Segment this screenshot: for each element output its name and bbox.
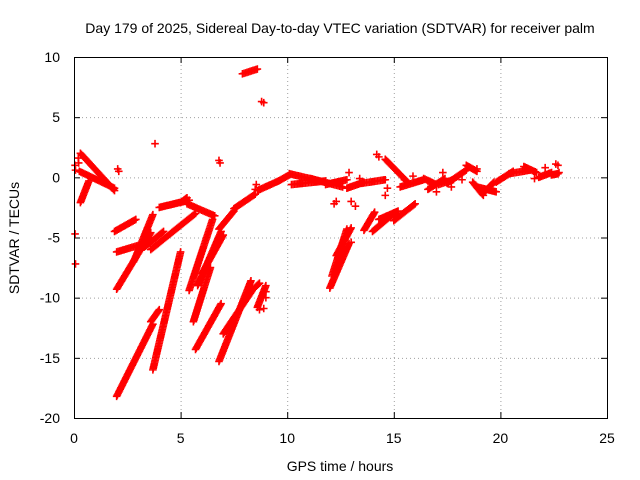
data-point [458, 175, 466, 184]
data-point [554, 161, 562, 170]
y-tick-label: -5 [48, 230, 61, 246]
data-point [447, 183, 456, 191]
y-tick-label: 5 [52, 109, 60, 125]
y-tick-label: 10 [44, 49, 60, 65]
data-point [375, 153, 383, 161]
data-point [383, 184, 392, 192]
data-point [347, 197, 355, 206]
y-tick-label: -10 [40, 290, 60, 306]
data-point [149, 210, 157, 219]
y-tick-label: 0 [52, 169, 60, 185]
data-point [253, 65, 262, 73]
x-tick-label: 10 [279, 430, 295, 446]
data-point [110, 184, 119, 192]
data-point [151, 139, 159, 148]
data-point [555, 168, 563, 177]
data-point [71, 230, 79, 238]
data-point [347, 238, 355, 247]
chart-title: Day 179 of 2025, Sidereal Day-to-day VTE… [85, 20, 594, 36]
data-point [247, 277, 255, 285]
data-point [251, 185, 260, 194]
data-point [74, 159, 83, 167]
data-point [216, 159, 224, 167]
data-point [492, 187, 500, 196]
x-tick-label: 25 [599, 430, 615, 446]
data-point [254, 280, 263, 289]
data-point [183, 193, 191, 202]
plot-frame [74, 57, 608, 419]
data-point [409, 172, 417, 180]
x-tick-label: 15 [386, 430, 402, 446]
y-tick-label: -20 [40, 410, 60, 426]
data-point [381, 175, 390, 184]
data-point [400, 175, 409, 184]
data-point [255, 305, 264, 314]
data-point [114, 167, 123, 176]
data-point [439, 168, 447, 177]
data-point [176, 248, 185, 256]
x-axis-label: GPS time / hours [287, 458, 394, 474]
data-point [208, 215, 217, 224]
data-point [343, 175, 351, 184]
data-point [381, 191, 390, 200]
data-point [255, 279, 264, 288]
x-tick-label: 0 [70, 430, 78, 446]
data-point [85, 177, 93, 185]
data-series [71, 65, 563, 401]
data-point [259, 98, 268, 107]
data-point [191, 209, 200, 218]
data-point [259, 304, 268, 313]
data-point [541, 163, 549, 172]
data-point [347, 224, 355, 232]
data-point [182, 194, 190, 203]
data-point [424, 177, 432, 185]
data-point [432, 187, 441, 196]
data-point [355, 174, 364, 183]
y-tick-label: -15 [40, 350, 60, 366]
data-point [217, 299, 225, 308]
x-tick-label: 5 [177, 430, 185, 446]
data-point [351, 202, 360, 211]
data-point [71, 166, 80, 174]
data-point [262, 281, 270, 290]
data-point [489, 179, 497, 188]
data-point [159, 227, 168, 236]
data-point [530, 174, 539, 183]
x-tick-label: 20 [493, 430, 509, 446]
y-axis-label: SDTVAR / TECUs [6, 182, 22, 294]
data-point [252, 180, 261, 189]
data-point [219, 231, 228, 239]
data-point [345, 168, 353, 177]
tick-labels: 0 5 10 15 20 25 10 5 0 -5 -10 -15 -20 [40, 49, 615, 446]
data-point [155, 305, 164, 314]
data-point [532, 168, 541, 177]
data-point [132, 215, 140, 224]
data-point [158, 228, 167, 237]
data-point [262, 287, 270, 296]
data-point [262, 293, 270, 302]
data-point [473, 165, 481, 173]
data-point [370, 208, 379, 217]
data-point [411, 200, 419, 208]
data-point [332, 197, 341, 206]
data-point [71, 260, 80, 268]
